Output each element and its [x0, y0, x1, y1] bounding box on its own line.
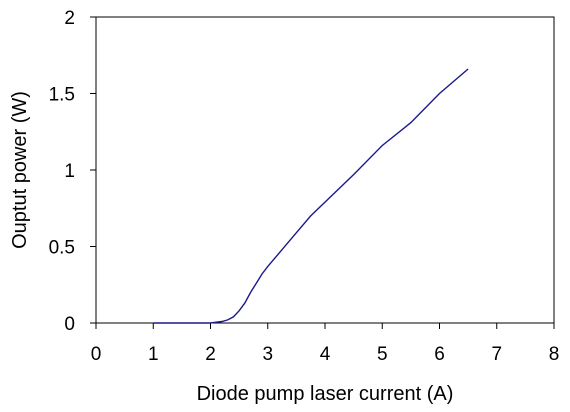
- y-tick-label: 1: [64, 161, 75, 182]
- x-tick-label: 3: [262, 344, 273, 365]
- x-axis: 0 1 2 3 4 5 6 7 8: [91, 323, 560, 365]
- y-axis: 0 0.5 1 1.5 2: [49, 8, 96, 335]
- y-tick-label: 2: [64, 8, 75, 29]
- y-tick-label: 1.5: [49, 85, 75, 106]
- x-tick-label: 0: [91, 344, 102, 365]
- y-tick-label: 0: [64, 314, 75, 335]
- plot-area-frame: [95, 16, 555, 324]
- series-line: [153, 68, 469, 324]
- y-axis-title: Ouptut power (W): [9, 91, 31, 249]
- x-tick-label: 5: [377, 344, 388, 365]
- x-tick-label: 2: [205, 344, 216, 365]
- x-tick-label: 4: [320, 344, 331, 365]
- x-tick-label: 8: [549, 344, 560, 365]
- x-axis-title: Diode pump laser current (A): [197, 383, 454, 405]
- x-tick-label: 6: [434, 344, 445, 365]
- y-tick-label: 0.5: [49, 238, 75, 259]
- x-tick-label: 1: [148, 344, 159, 365]
- x-tick-label: 7: [491, 344, 502, 365]
